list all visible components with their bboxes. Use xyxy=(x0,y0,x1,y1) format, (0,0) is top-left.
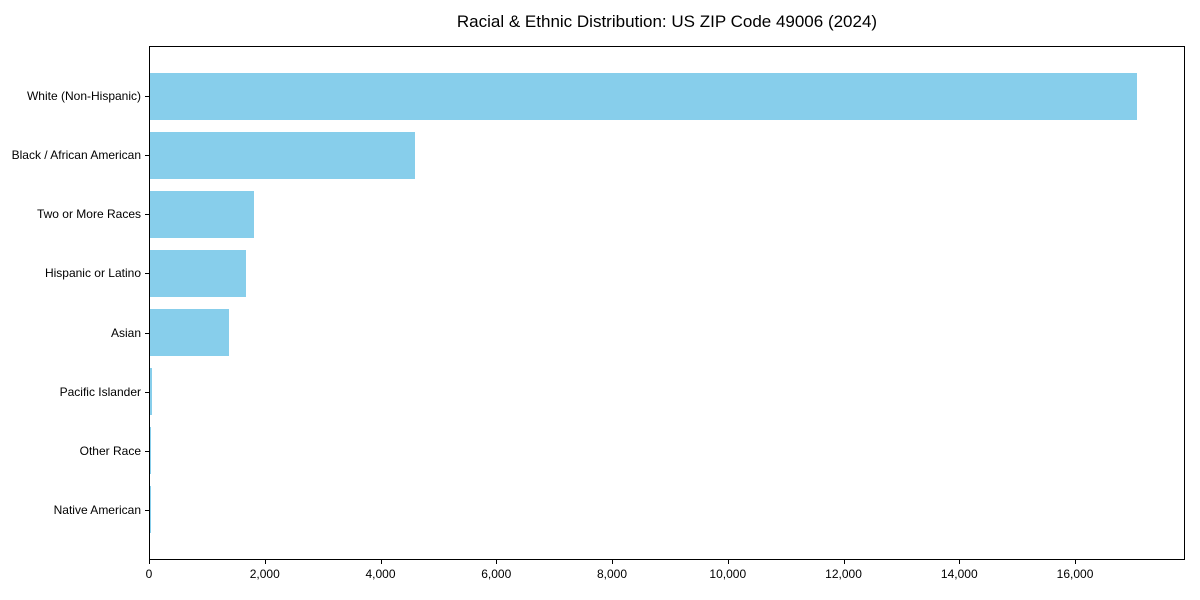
y-axis-label: Black / African American xyxy=(11,148,141,163)
chart-title: Racial & Ethnic Distribution: US ZIP Cod… xyxy=(456,12,878,31)
bar xyxy=(150,367,153,416)
x-axis-tick-label: 10,000 xyxy=(709,567,747,581)
x-axis-tick-label: 2,000 xyxy=(249,567,280,581)
x-axis-tick-label: 14,000 xyxy=(940,567,978,581)
bar xyxy=(150,308,230,357)
plot-area xyxy=(149,46,1185,560)
y-tick xyxy=(145,391,149,393)
bar xyxy=(150,486,151,534)
y-axis-label: Native American xyxy=(53,502,141,517)
y-tick xyxy=(145,214,149,216)
y-axis-label: White (Non-Hispanic) xyxy=(26,89,141,104)
x-axis-tick-label: 16,000 xyxy=(1056,567,1094,581)
y-axis-label: Hispanic or Latino xyxy=(44,266,141,281)
x-axis-tick-label: 6,000 xyxy=(481,567,512,581)
x-tick xyxy=(959,560,961,564)
y-axis-label: Other Race xyxy=(79,443,141,458)
y-axis-label: Two or More Races xyxy=(36,207,141,222)
bar xyxy=(150,190,254,238)
x-tick xyxy=(264,560,266,564)
x-axis-tick-label: 4,000 xyxy=(365,567,396,581)
y-tick xyxy=(145,155,149,157)
y-tick xyxy=(145,332,149,334)
x-tick xyxy=(612,560,614,564)
x-tick xyxy=(843,560,845,564)
x-tick xyxy=(1075,560,1077,564)
y-tick xyxy=(145,96,149,98)
bar xyxy=(150,249,247,298)
x-axis-tick-label: 12,000 xyxy=(825,567,862,581)
y-tick xyxy=(145,450,149,452)
x-tick xyxy=(149,560,150,564)
y-axis-label: Pacific Islander xyxy=(59,384,141,399)
x-axis-tick-label: 8,000 xyxy=(597,567,628,581)
y-tick xyxy=(145,509,149,511)
x-tick xyxy=(380,560,382,564)
x-axis-tick-label: 0 xyxy=(145,567,153,581)
x-tick xyxy=(727,560,729,564)
bar xyxy=(150,131,416,179)
x-tick xyxy=(496,560,498,564)
y-tick xyxy=(145,273,149,275)
bar xyxy=(150,72,1137,120)
y-axis-label: Asian xyxy=(110,325,141,340)
bar xyxy=(150,427,152,475)
